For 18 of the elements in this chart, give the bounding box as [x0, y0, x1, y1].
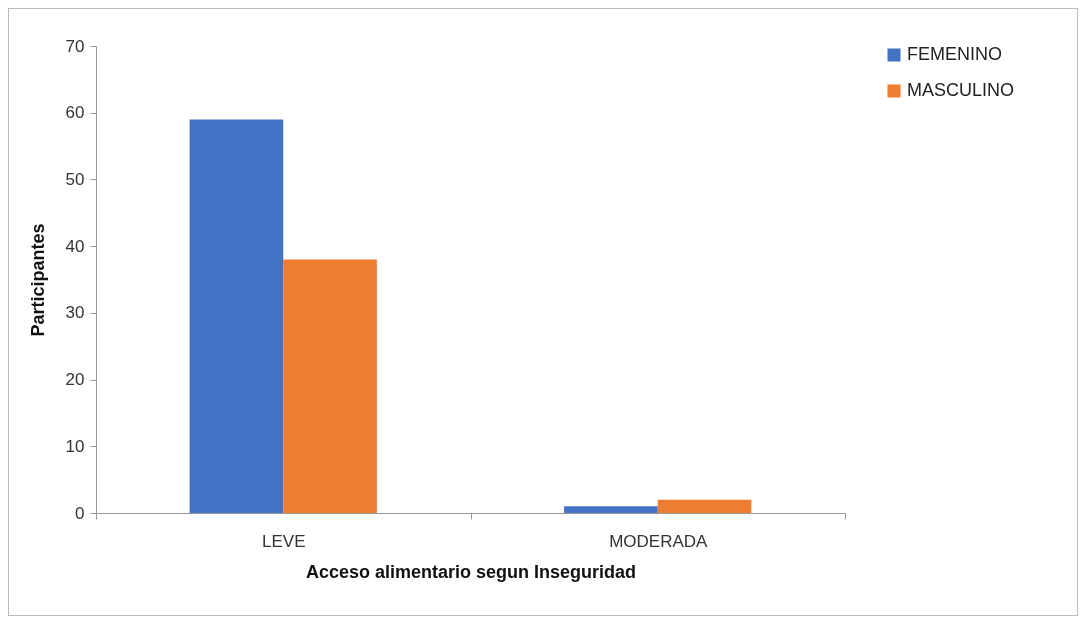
x-axis-title: Acceso alimentario segun Inseguridad [305, 561, 637, 582]
y-axis-title: Participantes [27, 223, 48, 337]
legend-label: MASCULINO [907, 80, 1015, 100]
y-tick-label: 10 [65, 436, 85, 456]
bar [283, 259, 377, 513]
y-tick-label: 50 [65, 169, 85, 189]
x-tick-label: MODERADA [609, 531, 709, 551]
bar [564, 506, 658, 513]
y-tick-label: 0 [75, 503, 85, 523]
y-tick-label: 20 [65, 370, 85, 390]
y-tick-label: 60 [65, 103, 85, 123]
y-tick-label: 30 [65, 303, 85, 323]
x-tick-label: LEVE [262, 531, 306, 551]
bar [657, 499, 752, 513]
y-tick-label: 70 [65, 36, 85, 56]
legend-label: FEMENINO [907, 44, 1003, 64]
bar [189, 119, 284, 513]
y-tick-label: 40 [65, 236, 85, 256]
